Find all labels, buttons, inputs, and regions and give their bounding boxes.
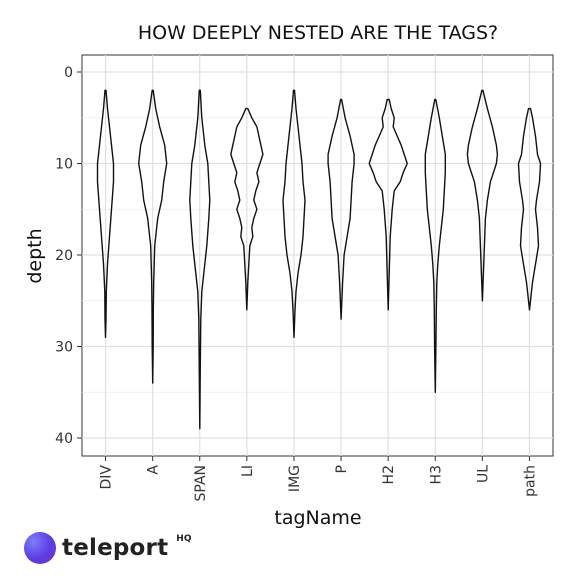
x-tick-label: path: [522, 465, 538, 497]
violin-img: [282, 89, 306, 338]
teleport-logo-text: teleport: [62, 535, 169, 561]
x-tick-label: P: [334, 465, 350, 473]
x-tick-label: LI: [240, 465, 256, 477]
violin-p: [327, 98, 355, 320]
violins: [96, 89, 542, 430]
violin-span: [189, 89, 211, 430]
violin-h3: [424, 98, 446, 393]
x-tick-label: H3: [428, 465, 444, 484]
violin-ul: [466, 89, 499, 302]
y-tick-label: 40: [55, 431, 73, 447]
x-tick-label: A: [146, 465, 162, 475]
violin-a: [138, 89, 168, 384]
x-tick-label: UL: [475, 465, 491, 483]
chart-title: HOW DEEPLY NESTED ARE THE TAGS?: [138, 22, 498, 44]
x-axis-label: tagName: [274, 507, 361, 529]
y-tick-label: 0: [64, 65, 73, 81]
y-axis: 0 10 20 30 40: [55, 65, 82, 447]
violin-path: [517, 107, 542, 311]
violin-h2: [368, 98, 408, 311]
x-tick-label: H2: [381, 465, 397, 484]
chart-svg: HOW DEEPLY NESTED ARE THE TAGS? 0 10 20 30 4…: [24, 22, 554, 529]
teleport-logo-suffix: HQ: [176, 534, 192, 544]
x-tick-label: DIV: [99, 465, 115, 490]
y-tick-label: 30: [55, 340, 73, 356]
y-axis-label: depth: [24, 228, 46, 283]
x-tick-label: IMG: [287, 465, 303, 492]
teleport-logo: teleport HQ: [24, 532, 191, 564]
violin-li: [230, 107, 264, 311]
x-tick-label: SPAN: [193, 465, 209, 501]
x-axis: DIV A SPAN LI IMG P H2 H3 UL path: [99, 456, 538, 501]
grid-major: [82, 55, 553, 456]
violin-div: [96, 89, 115, 338]
y-tick-label: 20: [55, 248, 73, 264]
teleport-logo-icon: [24, 532, 56, 564]
y-tick-label: 10: [55, 157, 73, 173]
